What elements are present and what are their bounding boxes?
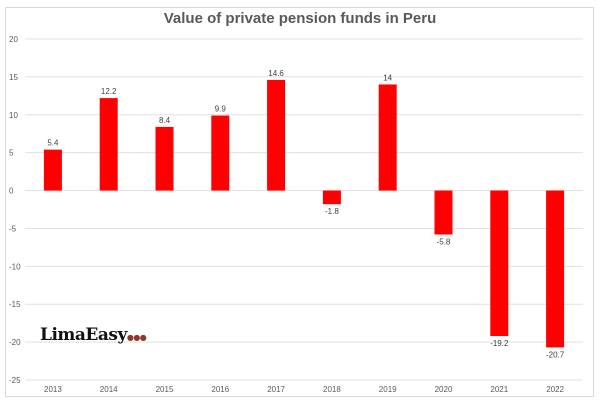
data-label: 14 [383, 73, 392, 82]
bar [546, 190, 565, 348]
data-label: -1.8 [325, 207, 339, 216]
y-tick-label: -5 [9, 224, 17, 233]
limaeasy-logo: LimaEasy●●● [40, 325, 147, 345]
bar [490, 190, 509, 337]
data-label: 12.2 [101, 87, 117, 96]
chart-title: Value of private pension funds in Peru [163, 10, 437, 27]
logo-text: LimaEasy [40, 325, 127, 345]
bar [322, 190, 341, 205]
y-tick-label: -10 [9, 262, 21, 271]
x-tick-label: 2022 [546, 385, 564, 394]
data-label: -19.2 [490, 339, 509, 348]
data-label: 5.4 [47, 139, 59, 148]
x-tick-label: 2013 [44, 385, 62, 394]
y-tick-label: 0 [9, 187, 14, 196]
y-tick-label: 15 [9, 73, 18, 82]
x-tick-label: 2017 [267, 385, 285, 394]
x-tick-label: 2015 [156, 385, 174, 394]
x-tick-label: 2014 [100, 385, 118, 394]
data-label: 14.6 [268, 69, 284, 78]
bar [43, 149, 62, 191]
bar [99, 98, 118, 191]
y-tick-label: 5 [9, 149, 14, 158]
data-label: -20.7 [546, 350, 565, 359]
x-tick-label: 2020 [435, 385, 453, 394]
y-tick-label: 20 [9, 35, 18, 44]
y-tick-label: -15 [9, 300, 21, 309]
bar [378, 84, 397, 191]
data-label: 8.4 [159, 116, 171, 125]
x-tick-label: 2016 [211, 385, 229, 394]
x-tick-label: 2019 [379, 385, 397, 394]
bar [267, 79, 286, 191]
bar [434, 190, 453, 235]
bar [155, 126, 174, 191]
bar [211, 115, 230, 191]
y-tick-label: 10 [9, 111, 18, 120]
x-tick-label: 2018 [323, 385, 341, 394]
data-label: -5.8 [437, 238, 451, 247]
x-tick-label: 2021 [490, 385, 508, 394]
y-tick-label: -20 [9, 338, 21, 347]
y-tick-label: -25 [9, 376, 21, 385]
data-label: 9.9 [215, 105, 227, 114]
